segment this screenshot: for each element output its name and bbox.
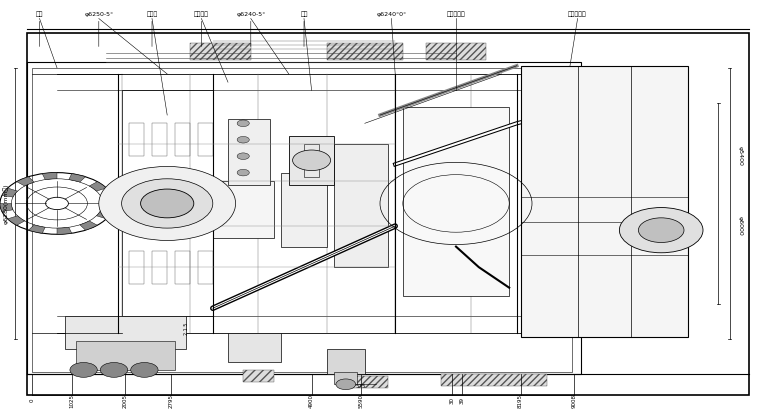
Bar [243,370,274,382]
Bar [289,136,334,185]
Text: φ6240°0°: φ6240°0° [376,12,407,17]
Text: φ6280(mm内): φ6280(mm内) [3,183,9,224]
Text: 2795: 2795 [169,394,173,408]
Text: 30: 30 [450,397,454,404]
Circle shape [131,363,158,377]
Circle shape [237,120,249,127]
Bar [441,374,547,386]
Polygon shape [80,221,97,230]
Text: 39: 39 [460,397,464,404]
Bar [304,144,319,177]
Text: 刀盘: 刀盘 [36,12,43,17]
Circle shape [237,169,249,176]
Text: 4900: 4900 [309,394,314,408]
Circle shape [619,208,703,253]
Circle shape [336,379,356,390]
Bar [281,173,327,247]
Bar [175,123,190,156]
Circle shape [100,363,128,377]
Bar [228,333,281,362]
Bar [190,43,251,60]
Polygon shape [43,173,57,180]
Text: 管片安装机: 管片安装机 [447,12,465,17]
Bar [65,316,186,349]
Text: 1025: 1025 [70,394,74,408]
Bar [152,123,167,156]
Bar [426,43,486,60]
Text: 主驱动: 主驱动 [147,12,157,17]
Bar [76,341,175,370]
Bar [334,372,357,384]
Polygon shape [101,196,114,203]
Text: 5590: 5590 [359,394,363,408]
Bar [342,376,388,388]
Circle shape [122,179,213,228]
Polygon shape [57,227,71,234]
Bar [213,181,274,238]
Text: φ6250-5°: φ6250-5° [84,12,113,17]
Polygon shape [69,174,85,182]
Circle shape [293,150,331,171]
Bar [129,251,144,284]
Text: φ6000: φ6000 [737,216,743,236]
Polygon shape [97,210,112,219]
Bar [32,68,572,372]
Bar [198,251,213,284]
Bar [198,123,213,156]
Text: 2005: 2005 [123,394,128,408]
Circle shape [237,153,249,159]
Text: 人舱: 人舱 [300,12,308,17]
Circle shape [237,136,249,143]
Bar [27,62,581,374]
Polygon shape [89,182,106,191]
Bar [327,43,403,60]
Text: φ6240-5°: φ6240-5° [236,12,265,17]
Polygon shape [17,177,34,186]
Bar [403,107,509,296]
Text: φ5400: φ5400 [737,146,743,166]
Polygon shape [2,188,17,197]
Bar [152,251,167,284]
Circle shape [70,363,97,377]
Text: 液体系统: 液体系统 [194,12,209,17]
Polygon shape [8,216,25,225]
Bar [175,251,190,284]
Text: 8195: 8195 [518,394,523,408]
Circle shape [99,166,236,240]
Bar [327,349,365,374]
Circle shape [141,189,194,218]
Text: 0: 0 [30,399,34,402]
Circle shape [638,218,684,242]
Bar [521,66,688,337]
Bar [228,119,270,185]
Bar [129,123,144,156]
Text: 螺旋输送机: 螺旋输送机 [568,12,587,17]
Polygon shape [28,225,45,233]
Bar [27,33,749,395]
Bar [122,90,213,316]
Polygon shape [0,203,13,211]
Text: 2 1 5: 2 1 5 [184,323,188,335]
Text: 575: 575 [356,384,366,389]
Bar [334,144,388,267]
Text: 9008: 9008 [572,394,576,408]
